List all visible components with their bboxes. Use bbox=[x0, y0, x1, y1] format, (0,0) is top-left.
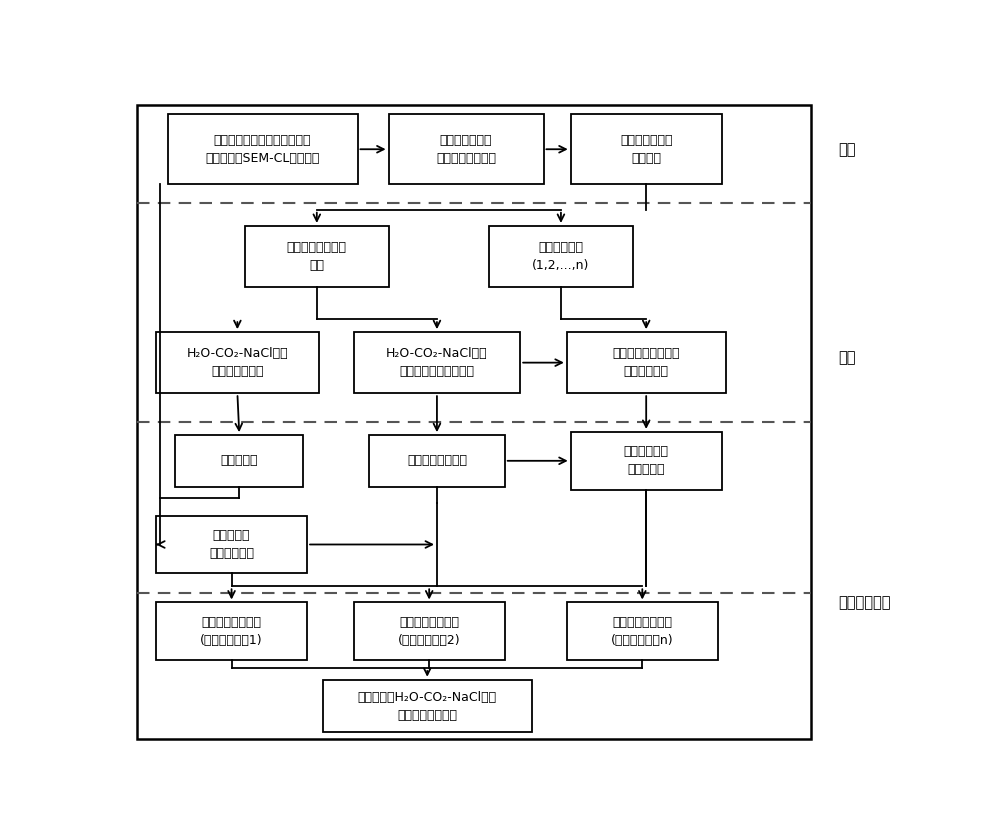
Text: 石英等溶解度相图
(成矿流体成分1): 石英等溶解度相图 (成矿流体成分1) bbox=[200, 616, 263, 647]
FancyBboxPatch shape bbox=[245, 226, 388, 287]
Text: H₂O-CO₂-NaCl体系
石英等溶解度计算模块: H₂O-CO₂-NaCl体系 石英等溶解度计算模块 bbox=[386, 347, 488, 378]
FancyBboxPatch shape bbox=[156, 332, 319, 393]
Text: 石英等溶解度曲线: 石英等溶解度曲线 bbox=[407, 454, 467, 467]
Text: 成矿流体温度压力
范围: 成矿流体温度压力 范围 bbox=[287, 241, 347, 272]
Text: 手标本和显微镜下石英脉穿插
关系及石英SEM-CL显微结构: 手标本和显微镜下石英脉穿插 关系及石英SEM-CL显微结构 bbox=[205, 134, 320, 165]
Text: 石英等溶解度
曲线域边界: 石英等溶解度 曲线域边界 bbox=[624, 446, 669, 477]
Text: H₂O-CO₂-NaCl体系
相边界计算模块: H₂O-CO₂-NaCl体系 相边界计算模块 bbox=[187, 347, 288, 378]
Text: 成矿流体成分
(1,2,...,n): 成矿流体成分 (1,2,...,n) bbox=[532, 241, 590, 272]
FancyBboxPatch shape bbox=[156, 603, 307, 660]
Text: 石英等溶解度曲线域
边界计算模块: 石英等溶解度曲线域 边界计算模块 bbox=[612, 347, 680, 378]
FancyBboxPatch shape bbox=[489, 226, 633, 287]
Text: 石英等溶解度相图
(成矿流体成分2): 石英等溶解度相图 (成矿流体成分2) bbox=[398, 616, 460, 647]
Text: 相边界曲线: 相边界曲线 bbox=[221, 454, 258, 467]
Text: 定量化石英H₂O-CO₂-NaCl体系
水热流体成矿过程: 定量化石英H₂O-CO₂-NaCl体系 水热流体成矿过程 bbox=[358, 691, 497, 721]
FancyBboxPatch shape bbox=[156, 516, 307, 573]
FancyBboxPatch shape bbox=[571, 115, 722, 184]
Text: 石英流体包裹体
显微测温: 石英流体包裹体 显微测温 bbox=[620, 134, 672, 165]
Text: 计算: 计算 bbox=[838, 350, 856, 365]
FancyBboxPatch shape bbox=[354, 332, 520, 393]
FancyBboxPatch shape bbox=[571, 432, 722, 490]
FancyBboxPatch shape bbox=[175, 435, 303, 487]
Text: 石英等溶解度相图
(成矿流体成分n): 石英等溶解度相图 (成矿流体成分n) bbox=[611, 616, 674, 647]
FancyBboxPatch shape bbox=[567, 332, 726, 393]
FancyBboxPatch shape bbox=[323, 680, 532, 732]
Text: 石英流体包裹体
激光拉曼光谱分析: 石英流体包裹体 激光拉曼光谱分析 bbox=[436, 134, 496, 165]
FancyBboxPatch shape bbox=[369, 435, 505, 487]
FancyBboxPatch shape bbox=[388, 115, 544, 184]
FancyBboxPatch shape bbox=[354, 603, 505, 660]
Text: 实验: 实验 bbox=[838, 142, 856, 156]
Text: 成矿过程分析: 成矿过程分析 bbox=[838, 595, 891, 610]
Text: 各期次石英
温度压力范围: 各期次石英 温度压力范围 bbox=[209, 529, 254, 560]
FancyBboxPatch shape bbox=[168, 115, 358, 184]
FancyBboxPatch shape bbox=[567, 603, 718, 660]
